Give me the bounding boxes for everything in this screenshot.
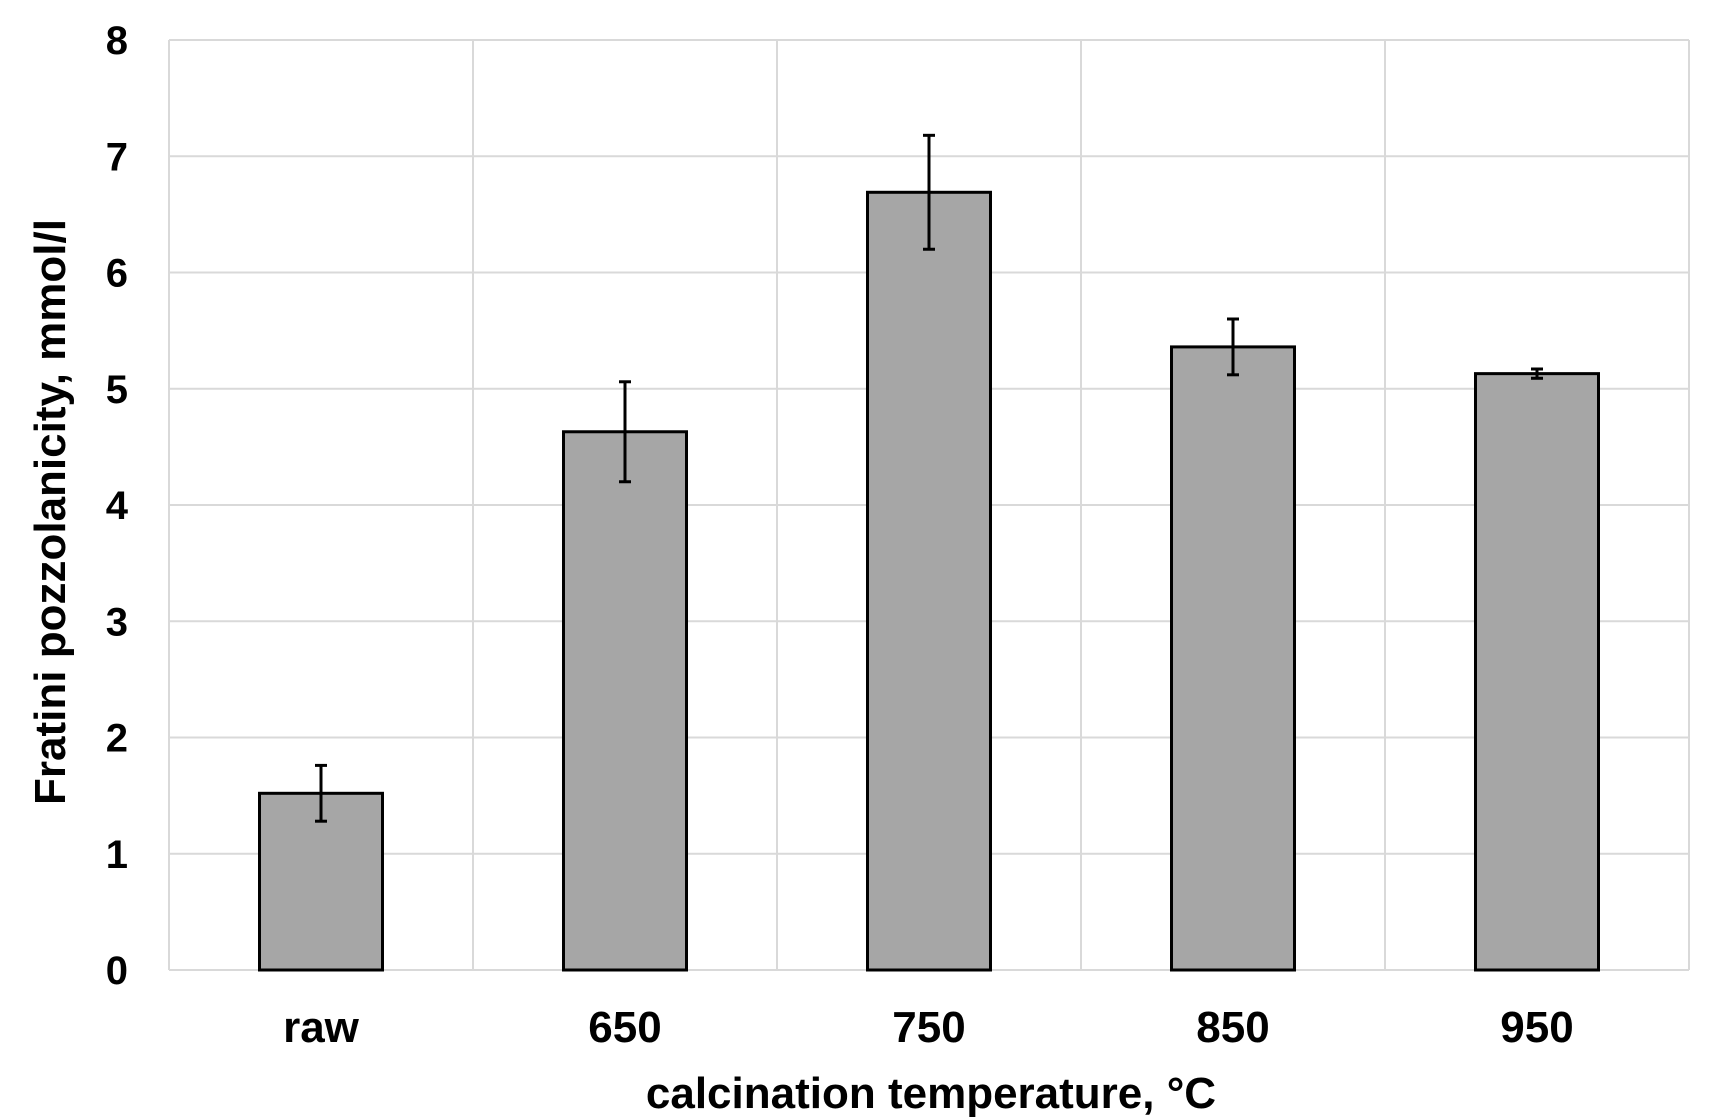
y-axis-title: Fratini pozzolanicity, mmol/l <box>26 219 75 805</box>
y-tick-label: 4 <box>106 484 129 528</box>
error-bars <box>315 133 1543 823</box>
y-tick-label: 3 <box>106 600 128 644</box>
x-axis-title: calcination temperature, °C <box>646 1069 1216 1118</box>
bar-raw <box>258 791 384 972</box>
bar-650 <box>562 430 688 972</box>
y-tick-label: 7 <box>106 135 128 179</box>
bar-750 <box>866 190 992 972</box>
x-tick-label: 950 <box>1500 1003 1573 1052</box>
x-axis-ticks: raw 650 750 850 950 <box>283 1003 1574 1052</box>
bars <box>258 190 1600 972</box>
y-tick-label: 2 <box>106 717 128 761</box>
x-tick-label: 850 <box>1196 1003 1269 1052</box>
x-tick-label: 750 <box>892 1003 965 1052</box>
y-axis-ticks: 0 1 2 3 4 5 6 7 8 <box>106 19 129 993</box>
x-tick-label: 650 <box>588 1003 661 1052</box>
bar-950 <box>1474 372 1600 972</box>
y-tick-label: 0 <box>106 949 128 993</box>
y-tick-label: 6 <box>106 252 128 296</box>
y-tick-label: 1 <box>106 833 128 877</box>
bar-850 <box>1170 345 1296 972</box>
x-tick-label: raw <box>283 1003 360 1052</box>
y-tick-label: 5 <box>106 368 128 412</box>
y-tick-label: 8 <box>106 19 128 63</box>
